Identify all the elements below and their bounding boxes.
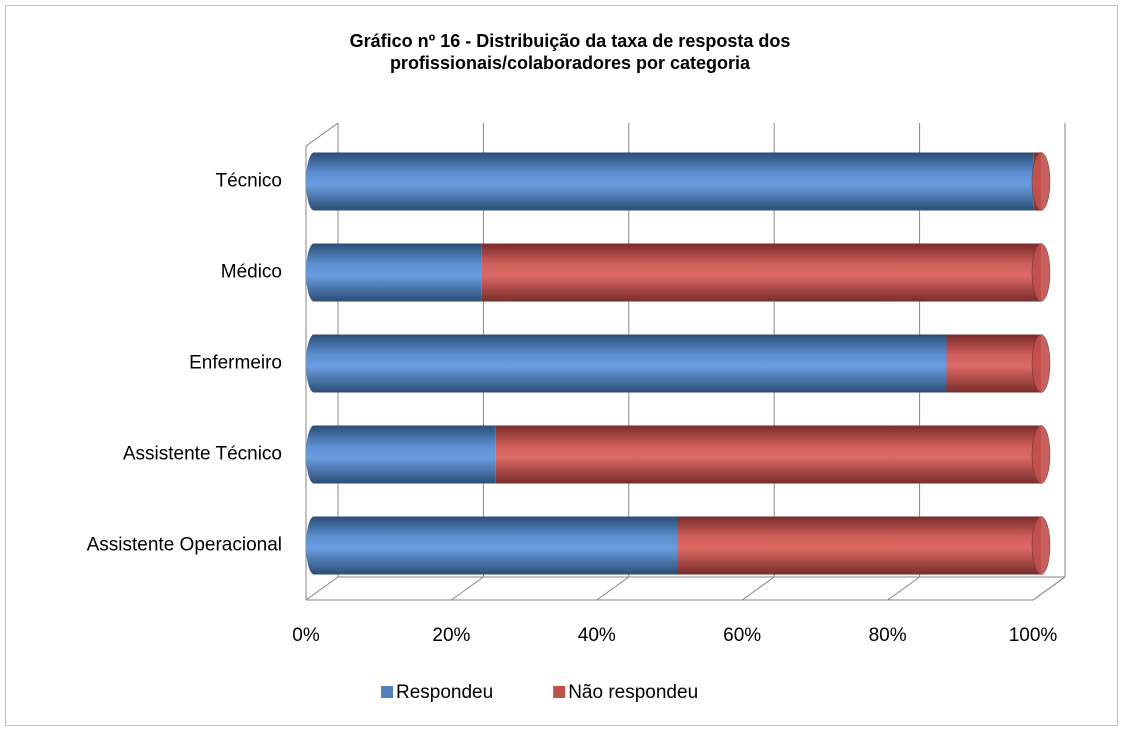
y-tick-label: Assistente Técnico — [123, 444, 282, 465]
grid-line — [1032, 576, 1066, 601]
bar-cap — [1031, 516, 1051, 575]
grid-line — [305, 576, 339, 601]
bar-cap — [1031, 334, 1051, 393]
grid-line — [741, 576, 775, 601]
bar — [314, 334, 947, 393]
bar — [946, 334, 1041, 393]
chart-title: Gráfico nº 16 - Distribuição da taxa de … — [349, 31, 791, 73]
y-tick-label: Assistente Operacional — [87, 535, 282, 556]
bar — [314, 152, 1034, 211]
x-tick-label: 40% — [578, 625, 616, 646]
bar — [314, 425, 496, 484]
x-tick-label: 80% — [869, 625, 907, 646]
x-tick-label: 60% — [723, 625, 761, 646]
y-tick-label: Enfermeiro — [189, 353, 282, 374]
axis-wall — [305, 122, 339, 147]
bar-cap — [1031, 243, 1051, 302]
bar — [677, 516, 1041, 575]
y-tick-label: Técnico — [215, 171, 282, 192]
legend-label: Não respondeu — [568, 682, 698, 703]
x-tick-label: 100% — [1009, 625, 1058, 646]
bar — [314, 516, 678, 575]
bar-cap — [1031, 425, 1051, 484]
grid-line — [596, 576, 630, 601]
legend-label: Respondeu — [396, 682, 493, 703]
grid-line — [887, 576, 920, 601]
grid-line — [451, 576, 484, 601]
x-tick-label: 20% — [432, 625, 470, 646]
bar — [481, 243, 1042, 302]
x-tick-label: 0% — [292, 625, 320, 646]
bar — [495, 425, 1041, 484]
y-tick-label: Médico — [221, 262, 282, 283]
bar — [314, 243, 482, 302]
legend-swatch — [381, 686, 393, 698]
legend-swatch — [553, 686, 566, 698]
bar-cap — [1031, 152, 1051, 211]
